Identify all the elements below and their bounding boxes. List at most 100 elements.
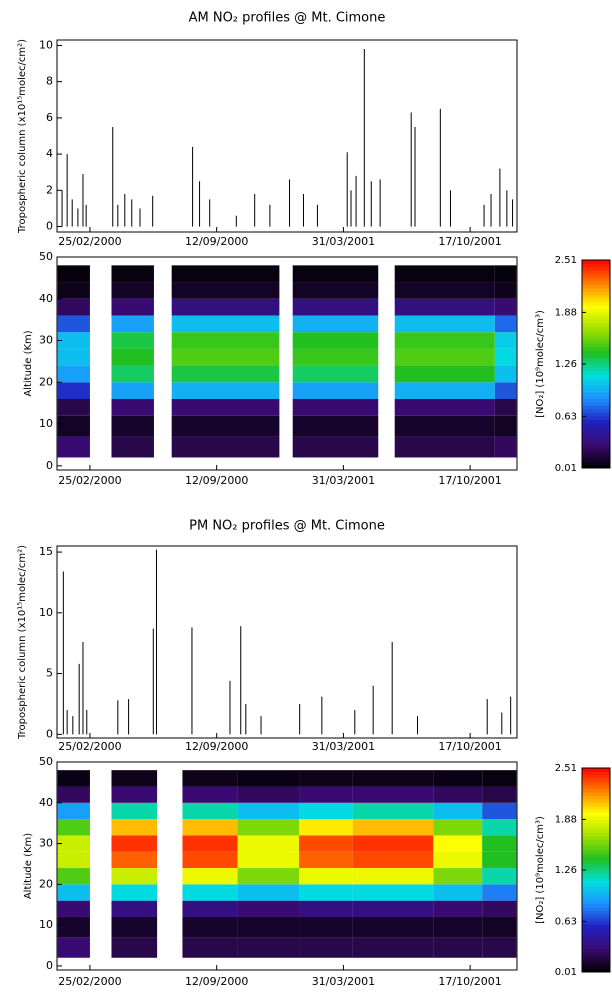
heatmap-cell <box>57 415 90 437</box>
y-tick-label: 20 <box>39 375 53 388</box>
colorbar-segment <box>582 951 610 956</box>
colorbar-segment <box>582 910 610 915</box>
colorbar-segment <box>582 405 610 410</box>
colorbar-segment <box>582 287 610 292</box>
colorbar-segment <box>582 426 610 431</box>
colorbar-segment <box>582 914 610 919</box>
colorbar-segment <box>582 294 610 299</box>
colorbar-segment <box>582 280 610 285</box>
x-tick-label: 25/02/2000 <box>58 975 121 988</box>
heatmap-cell <box>352 868 434 885</box>
colorbar-tick-label: 0.01 <box>555 967 577 978</box>
colorbar-segment <box>582 819 610 823</box>
heatmap-cell <box>292 365 379 383</box>
colorbar-segment <box>582 961 610 966</box>
heatmap-cell <box>171 332 280 349</box>
y-axis-label: Tropospheric column (x10¹⁵molec/cm²) <box>17 39 28 234</box>
colorbar-segment <box>582 357 610 362</box>
colorbar-segment <box>582 391 610 396</box>
heatmap-cell <box>352 851 434 869</box>
y-tick-label: 50 <box>39 755 53 768</box>
colorbar-segment <box>582 808 610 813</box>
colorbar-segment <box>582 917 610 922</box>
heatmap-cell <box>111 868 158 885</box>
colorbar-segment <box>582 298 610 303</box>
heatmap-cell <box>482 937 517 958</box>
colorbar-tick-label: 0.63 <box>555 411 577 422</box>
heatmap-cell <box>433 819 483 836</box>
colorbar-segment <box>582 332 610 337</box>
y-tick-label: 40 <box>39 796 53 809</box>
colorbar-segment <box>582 785 610 789</box>
colorbar-segment <box>582 398 610 403</box>
colorbar-segment <box>582 927 610 932</box>
y-tick-label: 0 <box>46 459 53 472</box>
colorbar-segment <box>582 329 610 334</box>
colorbar-segment <box>582 447 610 452</box>
heatmap-cell <box>494 436 517 458</box>
colorbar-label: [NO₂] (10⁹molec/cm³) <box>535 310 546 418</box>
colorbar-segment <box>582 367 610 372</box>
y-tick-label: 0 <box>46 959 53 972</box>
colorbar-tick-label: 0.01 <box>555 463 577 474</box>
colorbar-segment <box>582 805 610 810</box>
heatmap-cell <box>299 884 353 901</box>
heatmap-cell <box>182 786 238 803</box>
heatmap-cell <box>111 315 154 333</box>
colorbar-segment <box>582 388 610 393</box>
y-axis-label: Altitude (Km) <box>23 833 34 899</box>
y-tick-label: 30 <box>39 837 53 850</box>
heatmap-cell <box>433 802 483 820</box>
x-tick-label: 17/10/2001 <box>438 975 501 988</box>
heatmap-cell <box>494 298 517 316</box>
colorbar-segment <box>582 958 610 963</box>
heatmap-cell <box>394 348 495 366</box>
colorbar-segment <box>582 370 610 375</box>
heatmap-cell <box>482 900 517 917</box>
heatmap-cell <box>237 786 300 803</box>
heatmap-cell <box>292 332 379 349</box>
colorbar-segment <box>582 795 610 800</box>
colorbar-segment <box>582 360 610 365</box>
y-tick-label: 5 <box>46 667 53 680</box>
y-tick-label: 4 <box>46 147 53 160</box>
x-tick-label: 12/09/2000 <box>185 975 248 988</box>
heatmap-cell <box>299 937 353 958</box>
spike-chart: AM NO₂ profiles @ Mt. Cimone Tropospheric… <box>17 11 518 248</box>
colorbar-segment <box>582 944 610 949</box>
colorbar-segment <box>582 350 610 355</box>
heatmap-cell <box>494 382 517 399</box>
colorbar-segment <box>582 364 610 368</box>
plot-frame <box>56 761 518 971</box>
y-tick-label: 10 <box>39 417 53 430</box>
heatmap-cell <box>182 884 238 901</box>
colorbar-segment <box>582 457 610 462</box>
colorbar-segment <box>582 433 610 438</box>
heatmap-cell <box>57 265 90 283</box>
heatmap-cell <box>171 382 280 399</box>
heatmap-cell <box>171 298 280 316</box>
heatmap-cell <box>237 835 300 852</box>
colorbar-segment <box>582 266 610 271</box>
heatmap-cell <box>394 315 495 333</box>
colorbar-segment <box>582 856 610 861</box>
heatmap-cell <box>171 436 280 458</box>
heatmap-cell <box>57 315 90 333</box>
y-tick-label: 50 <box>39 250 53 263</box>
heatmap-cell <box>111 802 158 820</box>
colorbar-segment <box>582 429 610 434</box>
heatmap-cell <box>182 770 238 787</box>
colorbar-segment <box>582 436 610 441</box>
colorbar-segment <box>582 781 610 786</box>
colorbar-tick-label: 0.63 <box>555 916 577 927</box>
colorbar-segment <box>582 325 610 330</box>
colorbar-segment <box>582 771 610 776</box>
heatmap-cell <box>111 916 158 938</box>
colorbar-segment <box>582 305 610 310</box>
x-tick-label: 25/02/2000 <box>58 740 121 753</box>
colorbar-segment <box>582 876 610 881</box>
heatmap-cell <box>57 770 90 787</box>
heatmap-cell <box>111 937 158 958</box>
heatmap-cell <box>299 819 353 836</box>
heatmap-cell <box>171 282 280 299</box>
